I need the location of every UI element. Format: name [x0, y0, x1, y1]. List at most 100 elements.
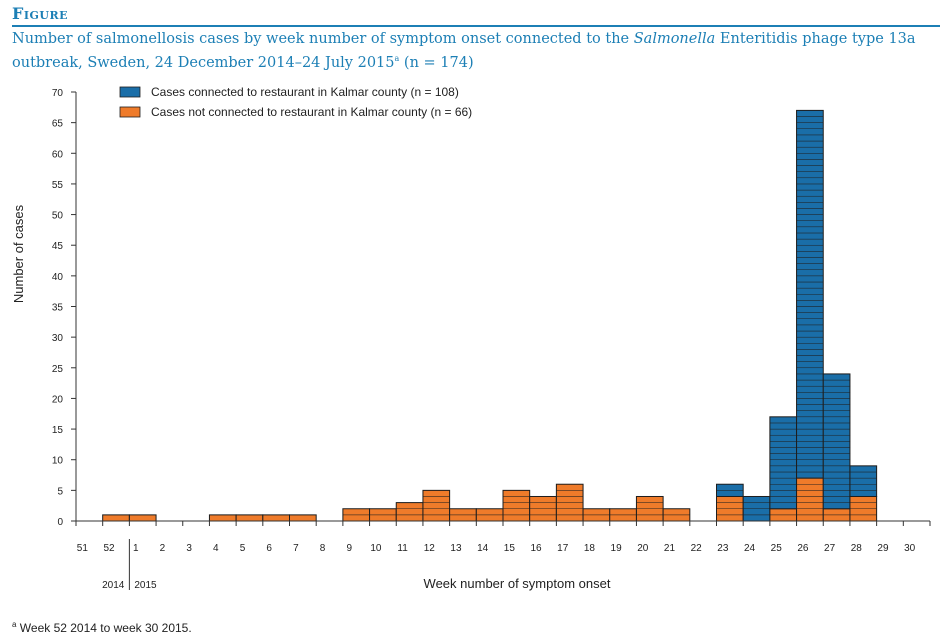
bar-unit — [396, 502, 424, 509]
bar-unit — [823, 502, 851, 509]
bar-unit — [796, 134, 824, 142]
y-tick-label: 40 — [52, 272, 64, 283]
x-tick-label: 7 — [293, 543, 299, 554]
bar-unit — [796, 514, 824, 522]
bar-unit — [449, 508, 477, 516]
bar-unit — [796, 428, 824, 436]
x-tick-label: 13 — [450, 543, 462, 554]
x-tick-label: 29 — [877, 543, 889, 554]
x-tick-label: 52 — [103, 543, 115, 554]
bar-unit — [796, 422, 824, 430]
bar-unit — [742, 514, 771, 522]
chart-title: Number of salmonellosis cases by week nu… — [12, 30, 932, 73]
x-tick-label: 11 — [397, 543, 408, 554]
x-tick-label: 19 — [611, 543, 623, 554]
bar-unit — [823, 428, 851, 436]
x-tick-label: 6 — [266, 543, 272, 554]
bar-unit — [796, 373, 824, 381]
bar-unit — [849, 477, 877, 485]
bar-unit — [556, 496, 584, 503]
footnote-sup: a — [12, 620, 17, 629]
bar-unit — [529, 514, 557, 522]
bar-unit — [796, 263, 824, 270]
bar-unit — [796, 251, 824, 258]
bar-unit — [849, 471, 877, 479]
x-tick-label: 22 — [691, 543, 703, 554]
bar — [849, 465, 878, 497]
y-tick-label: 30 — [52, 333, 64, 344]
bar-unit — [769, 453, 797, 460]
bar-unit — [502, 508, 530, 516]
bar-unit — [796, 269, 824, 277]
legend-swatch — [119, 86, 141, 98]
y-tick-label: 15 — [52, 425, 64, 436]
bar-unit — [796, 330, 824, 338]
bar-unit — [609, 514, 637, 522]
bar-unit — [796, 392, 824, 399]
x-tick-label: 24 — [744, 543, 756, 554]
year-label: 2015 — [134, 580, 157, 591]
bar-unit — [796, 349, 824, 356]
bar-unit — [769, 471, 797, 479]
bar-unit — [796, 202, 824, 209]
bar-unit — [796, 226, 824, 234]
bar-unit — [849, 484, 877, 491]
bar-unit — [502, 496, 530, 503]
bar-unit — [449, 514, 477, 522]
bar-unit — [823, 373, 851, 381]
bar-unit — [823, 385, 851, 393]
x-tick-label: 10 — [370, 543, 382, 554]
bar-unit — [662, 508, 691, 516]
bar-unit — [556, 502, 584, 509]
bar-unit — [796, 459, 824, 467]
x-tick-label: 1 — [133, 543, 139, 554]
bar-unit — [823, 434, 851, 442]
bar-unit — [769, 496, 797, 503]
bar-unit — [823, 447, 851, 454]
x-tick-label: 16 — [530, 543, 542, 554]
bar-unit — [796, 294, 824, 301]
bar-unit — [422, 508, 450, 516]
year-label: 2014 — [102, 580, 125, 591]
legend-label: Cases connected to restaurant in Kalmar … — [151, 85, 459, 99]
bar-unit — [769, 508, 797, 516]
bar-unit — [636, 496, 664, 503]
bar-unit — [289, 514, 317, 522]
bar-unit — [796, 208, 824, 215]
bar-unit — [796, 447, 824, 454]
bar-unit — [769, 447, 797, 454]
bar-unit — [796, 312, 824, 319]
bar-unit — [796, 189, 824, 197]
bar-unit — [476, 508, 504, 516]
y-tick-label: 0 — [57, 517, 63, 528]
bar-unit — [796, 238, 824, 246]
y-tick-label: 65 — [52, 119, 64, 130]
bar-unit — [769, 502, 797, 509]
bar-unit — [823, 410, 851, 418]
bar-unit — [369, 508, 397, 516]
bar-unit — [796, 281, 824, 289]
x-tick-label: 20 — [637, 543, 649, 554]
bar-unit — [849, 514, 877, 522]
bar-unit — [823, 441, 851, 448]
bar-unit — [796, 343, 824, 350]
title-italic: Salmonella — [633, 31, 716, 47]
bar-unit — [796, 122, 824, 129]
title-part3: (n = 174) — [399, 54, 474, 71]
y-tick-label: 60 — [52, 149, 64, 160]
bar-unit — [823, 422, 851, 430]
footnote-text: Week 52 2014 to week 30 2015. — [16, 621, 192, 635]
bar-unit — [636, 514, 664, 522]
bar-unit — [796, 110, 824, 117]
bar-unit — [769, 514, 797, 522]
bar-unit — [823, 379, 851, 387]
bar-unit — [796, 257, 824, 264]
bar-unit — [849, 496, 877, 503]
bar-unit — [422, 502, 450, 509]
bar-unit — [716, 496, 744, 503]
x-tick-label: 18 — [584, 543, 596, 554]
x-tick-label: 26 — [797, 543, 809, 554]
x-tick-label: 8 — [320, 543, 326, 554]
figure-rule — [12, 25, 940, 27]
bar-unit — [556, 484, 584, 491]
